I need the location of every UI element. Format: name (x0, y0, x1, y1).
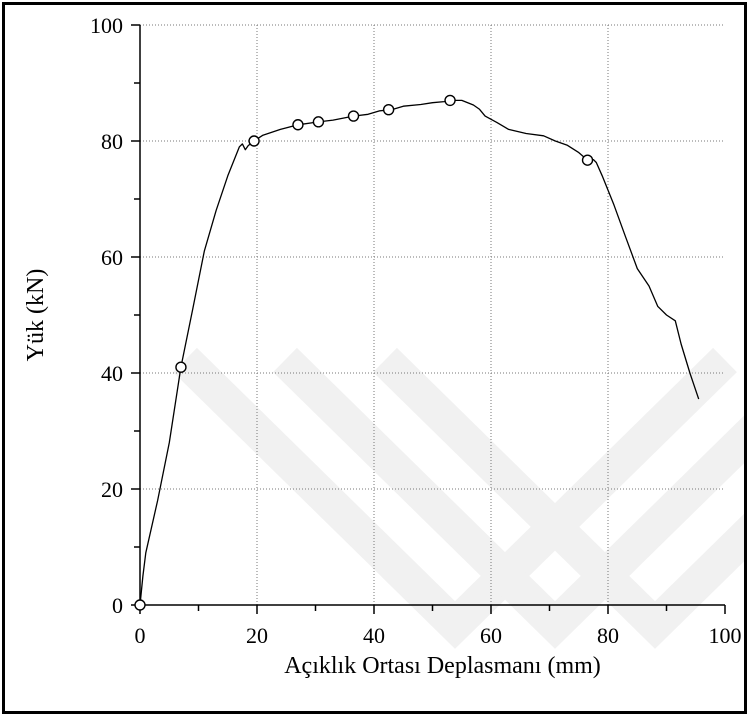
x-tick-label: 40 (363, 623, 385, 648)
data-point-marker (292, 119, 304, 131)
y-tick-label: 20 (101, 477, 123, 502)
y-tick-label: 100 (90, 13, 123, 38)
x-tick-label: 80 (597, 623, 619, 648)
data-point-marker (312, 116, 325, 128)
data-point-marker (382, 103, 395, 116)
data-point-marker (134, 599, 146, 611)
y-tick-label: 60 (101, 245, 123, 270)
grid-lines (140, 24, 725, 605)
data-point-marker (175, 361, 187, 373)
load-deflection-chart: 0 20 40 60 80 100 0 20 40 60 80 100 Açıklık Ortası … (23, 13, 744, 679)
data-point-marker (581, 154, 594, 166)
data-point-marker (248, 135, 260, 147)
tick-labels: 0 20 40 60 80 100 0 20 40 60 80 100 (90, 13, 742, 648)
y-axis-label: Yük (kN) (23, 269, 49, 362)
x-tick-label: 100 (709, 623, 742, 648)
watermark-chevron (273, 347, 744, 649)
watermark-chevron (173, 347, 737, 649)
y-tick-label: 0 (112, 593, 123, 618)
x-tick-label: 0 (135, 623, 146, 648)
axis-ticks (131, 24, 726, 614)
series-line (139, 99, 700, 606)
y-tick-label: 80 (101, 129, 123, 154)
x-tick-label: 60 (480, 623, 502, 648)
y-tick-label: 40 (101, 361, 123, 386)
watermark-chevron (373, 347, 744, 649)
x-axis-label: Açıklık Ortası Deplasmanı (mm) (284, 653, 601, 679)
data-point-marker (444, 94, 456, 107)
watermark-chevrons (173, 347, 744, 649)
data-point-marker (347, 110, 360, 122)
data-series (134, 94, 700, 611)
x-tick-label: 20 (246, 623, 268, 648)
